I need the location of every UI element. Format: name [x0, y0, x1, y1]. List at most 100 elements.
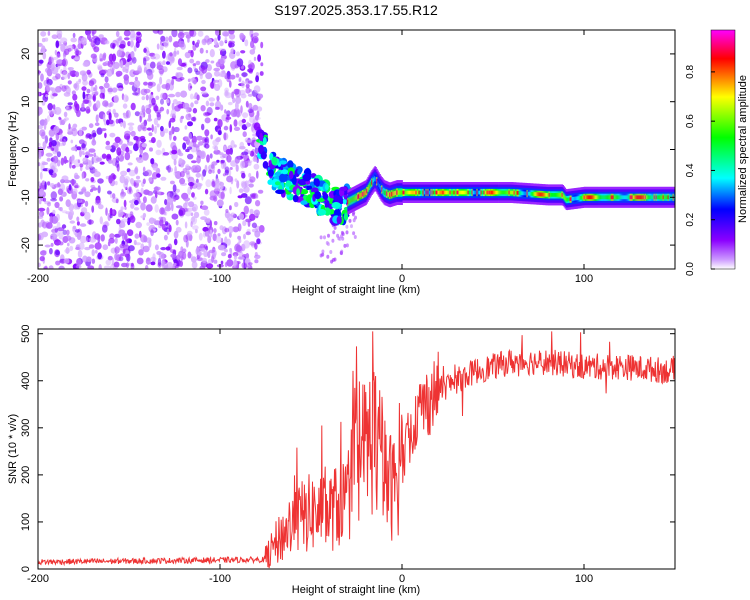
ridge-segment	[524, 191, 526, 196]
noise-speck	[127, 245, 135, 252]
noise-speck	[71, 127, 78, 137]
ridge-segment	[427, 190, 429, 195]
ridge-segment	[445, 190, 447, 195]
noise-speck	[52, 209, 56, 215]
ridge-segment	[591, 195, 593, 200]
ridge-blob	[274, 181, 281, 186]
noise-speck	[88, 100, 92, 107]
noise-speck	[237, 223, 242, 232]
ridge-segment	[623, 195, 626, 200]
ridge-segment	[625, 195, 628, 200]
noise-speck	[247, 64, 253, 69]
colorbar-gradient	[710, 29, 736, 270]
ridge-blob	[262, 136, 267, 145]
noise-speck	[188, 132, 193, 140]
noise-speck	[48, 56, 52, 66]
ridge-segment	[523, 191, 525, 196]
ridge-segment	[436, 190, 438, 195]
ridge-blob	[342, 197, 347, 205]
noise-speck	[74, 100, 78, 108]
noise-speck	[40, 250, 47, 256]
noise-speck	[206, 154, 210, 163]
noise-speck	[126, 229, 134, 237]
noise-speck	[250, 40, 255, 49]
noise-speck	[122, 66, 126, 73]
noise-speck	[343, 243, 347, 248]
spectrogram-ylabel: Frequency (Hz)	[7, 111, 19, 187]
noise-speck	[97, 252, 102, 260]
noise-speck	[58, 116, 61, 120]
noise-speck	[226, 110, 231, 117]
ridge-segment	[433, 190, 435, 195]
noise-speck	[81, 186, 87, 194]
noise-speck	[130, 102, 136, 111]
noise-speck	[133, 192, 140, 199]
noise-speck	[143, 235, 148, 243]
noise-speck	[140, 215, 146, 219]
noise-speck	[160, 92, 166, 100]
noise-speck	[220, 260, 224, 265]
noise-speck	[47, 30, 51, 36]
y-tick-label: 200	[20, 466, 32, 484]
ridge-segment	[374, 176, 376, 181]
noise-speck	[120, 60, 124, 69]
noise-speck	[156, 139, 162, 148]
ridge-segment	[478, 190, 480, 195]
noise-speck	[214, 30, 220, 36]
ridge-segment	[496, 190, 498, 195]
noise-speck	[70, 155, 75, 164]
noise-speck	[110, 66, 114, 72]
noise-speck	[160, 129, 165, 137]
ridge-segment	[434, 190, 436, 195]
noise-speck	[205, 49, 209, 54]
noise-speck	[119, 175, 126, 184]
noise-speck	[235, 73, 240, 78]
ridge-segment	[351, 197, 353, 203]
noise-speck	[40, 73, 44, 82]
ridge-segment	[528, 191, 530, 196]
noise-speck	[135, 41, 140, 48]
noise-speck	[73, 159, 81, 168]
ridge-segment	[636, 195, 639, 200]
ridge-segment	[525, 191, 527, 196]
noise-speck	[95, 100, 101, 109]
noise-speck	[214, 145, 219, 152]
noise-speck	[55, 260, 61, 266]
noise-speck	[88, 244, 95, 249]
noise-speck	[143, 81, 148, 86]
ridge-segment	[512, 190, 514, 195]
ridge-segment	[379, 184, 381, 189]
noise-speck	[233, 88, 240, 95]
ridge-segment	[486, 190, 488, 195]
ridge-segment	[571, 197, 573, 201]
noise-speck	[243, 233, 246, 240]
noise-speck	[200, 200, 204, 205]
noise-speck	[49, 183, 55, 188]
noise-speck	[101, 153, 107, 159]
noise-speck	[239, 256, 246, 260]
colorbar-tick-label: 0.0	[685, 262, 696, 276]
noise-speck	[113, 261, 120, 268]
noise-speck	[99, 161, 105, 165]
noise-speck	[160, 247, 167, 251]
ridge-segment	[483, 190, 485, 195]
noise-speck	[179, 171, 185, 178]
noise-speck	[167, 164, 172, 173]
noise-speck	[67, 102, 73, 106]
noise-speck	[57, 227, 65, 232]
ridge-segment	[549, 193, 551, 197]
ridge-segment	[392, 191, 394, 197]
noise-speck	[98, 264, 102, 269]
noise-speck	[71, 164, 76, 169]
ridge-segment	[481, 190, 483, 195]
ridge-segment	[593, 195, 595, 200]
noise-speck	[235, 164, 239, 172]
ridge-segment	[516, 191, 518, 195]
noise-speck	[149, 228, 157, 232]
noise-speck	[39, 171, 43, 180]
ridge-segment	[443, 190, 445, 195]
noise-speck	[149, 147, 153, 152]
y-tick-label: 0	[20, 146, 32, 152]
noise-speck	[217, 168, 221, 175]
noise-speck	[168, 224, 172, 233]
